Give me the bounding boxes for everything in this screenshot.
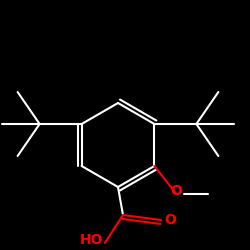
Text: O: O [164,213,176,227]
Text: O: O [170,184,182,198]
Text: HO: HO [80,233,103,247]
